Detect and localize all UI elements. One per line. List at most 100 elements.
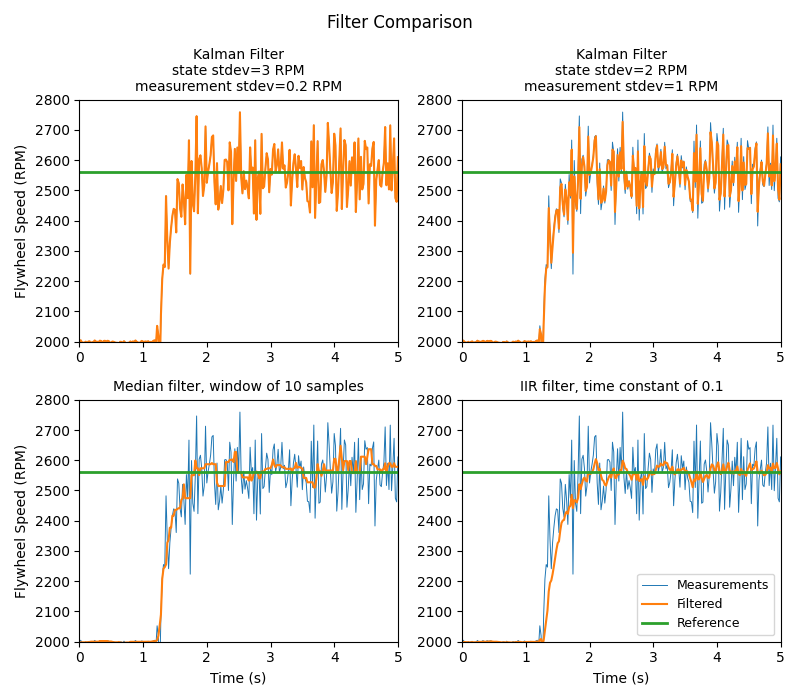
Line: Filtered: Filtered bbox=[79, 112, 398, 377]
Title: IIR filter, time constant of 0.1: IIR filter, time constant of 0.1 bbox=[519, 380, 723, 394]
Filtered bbox=[221, 155, 230, 164]
Text: Filter Comparison: Filter Comparison bbox=[327, 14, 473, 32]
Filtered bbox=[618, 118, 627, 126]
Line: Filtered: Filtered bbox=[462, 122, 781, 370]
Measurements bbox=[699, 460, 709, 468]
Measurements bbox=[652, 140, 662, 148]
Measurements bbox=[201, 422, 210, 430]
Measurements bbox=[155, 373, 165, 382]
Measurements bbox=[699, 160, 709, 168]
Measurements bbox=[618, 408, 627, 416]
Filtered bbox=[393, 153, 402, 162]
Measurements bbox=[317, 460, 326, 468]
Filtered bbox=[675, 179, 685, 188]
Title: Kalman Filter
state stdev=3 RPM
measurement stdev=0.2 RPM: Kalman Filter state stdev=3 RPM measurem… bbox=[135, 48, 342, 94]
Line: Filtered: Filtered bbox=[462, 459, 781, 645]
Measurements bbox=[270, 140, 279, 148]
Filtered bbox=[538, 641, 547, 650]
Measurements bbox=[235, 408, 245, 416]
Filtered bbox=[583, 468, 593, 477]
Measurements bbox=[776, 453, 786, 461]
Measurements bbox=[155, 673, 165, 681]
Legend: Measurements, Filtered, Reference: Measurements, Filtered, Reference bbox=[637, 574, 774, 636]
Reference bbox=[138, 168, 148, 176]
Measurements bbox=[649, 465, 658, 473]
Filtered bbox=[583, 132, 593, 141]
Measurements bbox=[604, 455, 614, 463]
Filtered bbox=[458, 638, 467, 647]
Measurements bbox=[293, 483, 302, 491]
Reference bbox=[521, 168, 530, 176]
Filtered bbox=[265, 464, 274, 473]
Reference bbox=[458, 468, 467, 477]
Measurements bbox=[221, 455, 230, 463]
Measurements bbox=[538, 373, 547, 382]
Filtered bbox=[591, 455, 601, 463]
Measurements bbox=[776, 153, 786, 161]
Measurements bbox=[74, 338, 84, 346]
Reference bbox=[521, 468, 530, 477]
Reference bbox=[458, 168, 467, 176]
Filtered bbox=[604, 156, 614, 164]
Line: Measurements: Measurements bbox=[79, 112, 398, 377]
Filtered bbox=[221, 458, 230, 466]
Filtered bbox=[317, 160, 326, 169]
Filtered bbox=[293, 183, 302, 191]
Filtered bbox=[699, 166, 709, 174]
Filtered bbox=[201, 460, 210, 468]
Filtered bbox=[649, 470, 658, 478]
Measurements bbox=[583, 122, 593, 130]
Filtered bbox=[266, 164, 275, 173]
Measurements bbox=[652, 440, 662, 448]
X-axis label: Time (s): Time (s) bbox=[593, 671, 650, 685]
Filtered bbox=[118, 638, 127, 647]
Filtered bbox=[538, 365, 547, 374]
Filtered bbox=[201, 122, 210, 131]
Filtered bbox=[393, 463, 402, 471]
Title: Kalman Filter
state stdev=2 RPM
measurement stdev=1 RPM: Kalman Filter state stdev=2 RPM measurem… bbox=[524, 48, 718, 94]
Filtered bbox=[649, 168, 658, 176]
Measurements bbox=[618, 108, 627, 116]
Line: Filtered: Filtered bbox=[79, 446, 398, 643]
Filtered bbox=[268, 455, 278, 463]
Filtered bbox=[652, 461, 662, 470]
Filtered bbox=[315, 467, 325, 475]
Measurements bbox=[675, 183, 685, 191]
Measurements bbox=[649, 164, 658, 173]
Filtered bbox=[776, 468, 786, 476]
Filtered bbox=[74, 338, 84, 346]
X-axis label: Time (s): Time (s) bbox=[210, 671, 267, 685]
Line: Measurements: Measurements bbox=[462, 112, 781, 377]
Filtered bbox=[699, 475, 709, 483]
Reference bbox=[74, 168, 84, 176]
Y-axis label: Flywheel Speed (RPM): Flywheel Speed (RPM) bbox=[15, 144, 29, 298]
Measurements bbox=[583, 422, 593, 430]
Line: Measurements: Measurements bbox=[79, 412, 398, 677]
Measurements bbox=[221, 155, 230, 164]
Measurements bbox=[393, 153, 402, 161]
Measurements bbox=[458, 638, 467, 647]
Filtered bbox=[270, 140, 279, 148]
Reference bbox=[138, 468, 148, 477]
Filtered bbox=[291, 458, 301, 467]
Reference bbox=[74, 468, 84, 477]
Measurements bbox=[293, 183, 302, 191]
Measurements bbox=[538, 673, 547, 681]
Measurements bbox=[201, 122, 210, 130]
Filtered bbox=[74, 638, 84, 647]
Measurements bbox=[266, 465, 275, 473]
Filtered bbox=[458, 338, 467, 346]
Filtered bbox=[235, 108, 245, 116]
Filtered bbox=[155, 373, 165, 382]
Measurements bbox=[458, 338, 467, 346]
Measurements bbox=[266, 164, 275, 173]
Measurements bbox=[317, 160, 326, 168]
Measurements bbox=[235, 108, 245, 116]
Measurements bbox=[604, 155, 614, 164]
Y-axis label: Flywheel Speed (RPM): Flywheel Speed (RPM) bbox=[15, 444, 29, 598]
Measurements bbox=[393, 453, 402, 461]
Title: Median filter, window of 10 samples: Median filter, window of 10 samples bbox=[114, 380, 364, 394]
Measurements bbox=[675, 483, 685, 491]
Measurements bbox=[74, 638, 84, 647]
Line: Measurements: Measurements bbox=[462, 412, 781, 677]
